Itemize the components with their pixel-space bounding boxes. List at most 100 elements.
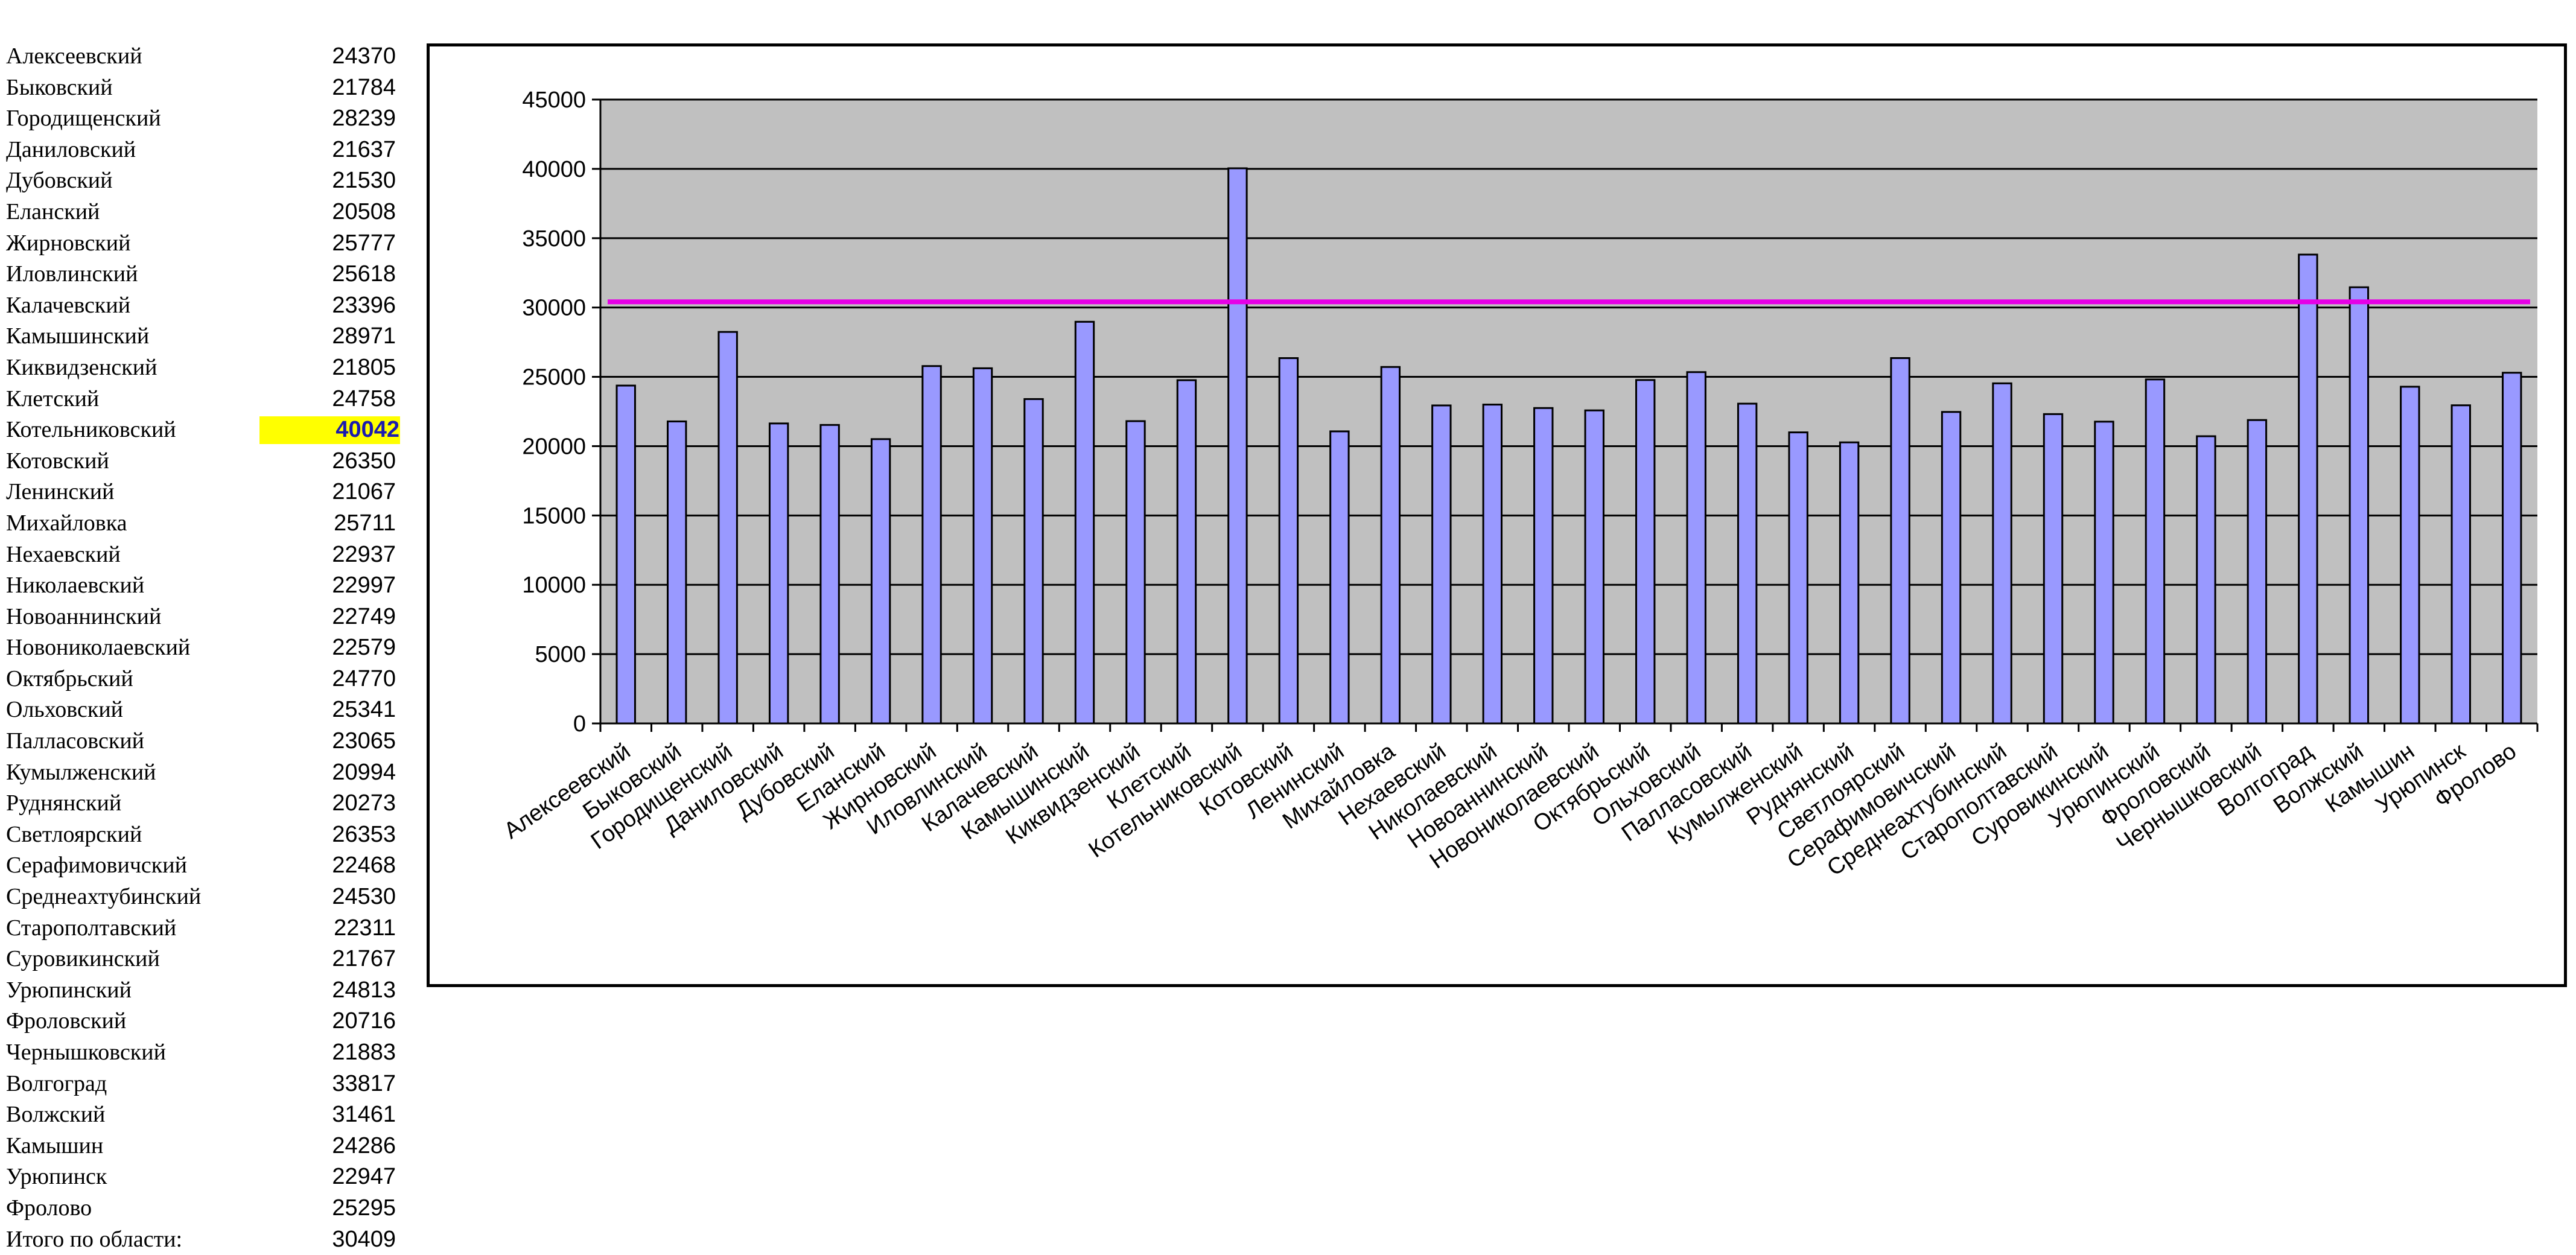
row-value: 26350	[332, 448, 396, 474]
row-value: 21637	[332, 136, 396, 162]
row-value: 21805	[332, 354, 396, 380]
row-value: 25341	[332, 697, 396, 723]
table-row: Ленинский 21067	[0, 477, 410, 508]
table-row: Итого по области: 30409	[0, 1224, 410, 1255]
table-row: Жирновский 25777	[0, 228, 410, 259]
bar	[1380, 366, 1401, 725]
row-name: Волгоград	[6, 1070, 107, 1096]
table-row: Дубовский 21530	[0, 165, 410, 197]
table-row: Серафимовичский 22468	[0, 850, 410, 882]
row-value: 24286	[332, 1133, 396, 1158]
row-name: Иловлинский	[6, 261, 138, 287]
row-name: Волжский	[6, 1102, 106, 1128]
row-name: Камышинский	[6, 323, 150, 349]
bar	[1431, 404, 1452, 725]
table-row: Котовский 26350	[0, 446, 410, 477]
row-value: 21883	[332, 1040, 396, 1065]
table-row: Октябрьский 24770	[0, 664, 410, 695]
bar	[2349, 286, 2370, 725]
row-value: 31461	[332, 1102, 396, 1128]
row-name: Городищенский	[6, 106, 161, 132]
bar	[972, 367, 993, 725]
row-value: 22579	[332, 635, 396, 661]
table-row: Чернышковский 21883	[0, 1037, 410, 1069]
row-value: 22947	[332, 1164, 396, 1190]
row-value: 22749	[332, 603, 396, 629]
table-row: Калачевский 23396	[0, 290, 410, 322]
y-tick-label: 10000	[522, 573, 586, 598]
row-value: 20994	[332, 759, 396, 785]
row-name: Фролово	[6, 1195, 92, 1221]
row-name: Котельниковский	[6, 417, 176, 443]
row-value: 23396	[332, 292, 396, 318]
bar	[870, 438, 891, 725]
row-value: 26353	[332, 821, 396, 847]
table-row: Фроловский 20716	[0, 1006, 410, 1037]
row-name: Серафимовичский	[6, 853, 187, 878]
table-row: Светлоярский 26353	[0, 819, 410, 851]
bar	[921, 365, 942, 725]
y-tick-label: 45000	[522, 87, 586, 113]
row-name: Киквидзенский	[6, 354, 157, 380]
row-name: Ольховский	[6, 697, 124, 723]
row-value: 28971	[332, 323, 396, 349]
bar	[1074, 320, 1095, 725]
highlight-cell	[259, 416, 400, 445]
table-row: Николаевский 22997	[0, 570, 410, 602]
row-value: 24530	[332, 884, 396, 910]
table-row: Палласовский 23065	[0, 726, 410, 757]
bar	[717, 331, 738, 725]
bar	[1533, 407, 1554, 725]
row-name: Михайловка	[6, 510, 127, 536]
table-row: Даниловский 21637	[0, 135, 410, 166]
table-row: Кумылженский 20994	[0, 757, 410, 789]
row-name: Светлоярский	[6, 821, 142, 847]
row-name: Нехаевский	[6, 541, 121, 567]
y-tick-label: 5000	[535, 642, 586, 667]
row-name: Жирновский	[6, 230, 131, 256]
y-tick-label: 30000	[522, 296, 586, 321]
table-row: Старополтавский 22311	[0, 913, 410, 944]
row-value: 40042	[336, 417, 399, 443]
bar	[1992, 382, 2012, 725]
y-tick-label: 15000	[522, 503, 586, 529]
bar	[1788, 431, 1808, 725]
row-value: 25618	[332, 261, 396, 287]
bar	[2502, 372, 2522, 725]
bar	[667, 420, 687, 725]
data-table: Алексеевский 24370 Быковский 21784 Городищен…	[0, 41, 410, 1255]
row-name: Камышин	[6, 1133, 104, 1158]
row-value: 22311	[334, 915, 396, 941]
row-name: Суровикинский	[6, 946, 160, 972]
chart-frame: 0 5000 10000 15000 20000 25000 30000 35000 40000…	[427, 43, 2567, 987]
table-row: Городищенский 28239	[0, 103, 410, 135]
bar	[2196, 435, 2216, 725]
row-name: Среднеахтубинский	[6, 884, 202, 910]
row-value: 21530	[332, 168, 396, 194]
table-row: Нехаевский 22937	[0, 539, 410, 571]
table-row: Камышинский 28971	[0, 321, 410, 352]
y-tick-label: 25000	[522, 365, 586, 390]
bar	[768, 422, 789, 725]
table-row: Котельниковский 40042	[0, 415, 410, 446]
bar-chart: 0 5000 10000 15000 20000 25000 30000 35000 40000…	[500, 87, 2539, 881]
row-value: 23065	[332, 728, 396, 754]
bar	[2247, 419, 2268, 725]
y-tick-label: 35000	[522, 226, 586, 252]
plot-area	[600, 100, 2537, 723]
row-value: 21767	[332, 946, 396, 972]
row-value: 21784	[332, 74, 396, 100]
table-row: Киквидзенский 21805	[0, 352, 410, 384]
table-row: Еланский 20508	[0, 197, 410, 228]
bar	[1176, 379, 1197, 725]
row-value: 20716	[332, 1008, 396, 1034]
row-name: Октябрьский	[6, 666, 133, 691]
table-row: Быковский 21784	[0, 72, 410, 104]
bar	[1125, 420, 1146, 725]
bar	[2145, 378, 2166, 725]
table-row: Урюпинский 24813	[0, 975, 410, 1006]
row-value: 28239	[332, 106, 396, 132]
row-value: 21067	[332, 479, 396, 505]
row-name: Руднянский	[6, 790, 122, 816]
row-name: Урюпинский	[6, 977, 132, 1003]
